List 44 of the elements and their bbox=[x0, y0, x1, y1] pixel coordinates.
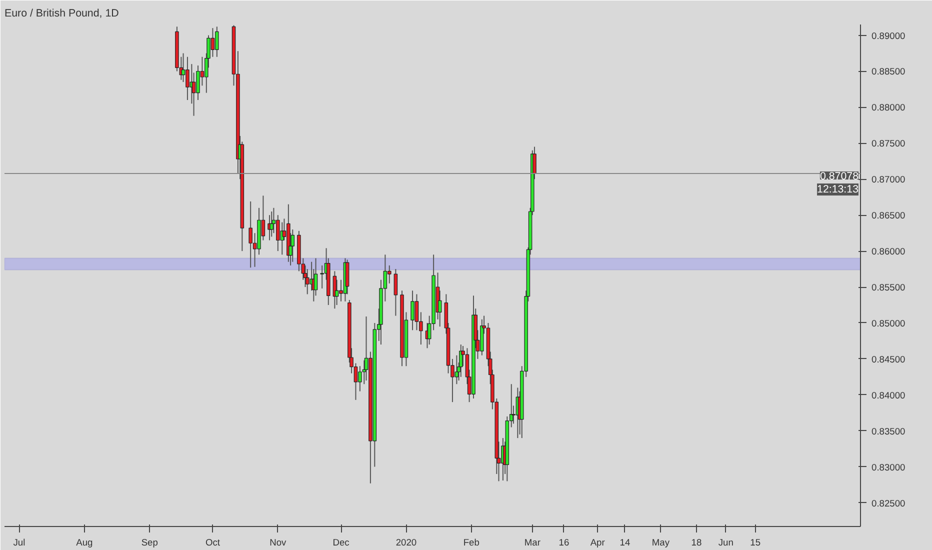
candlestick bbox=[414, 294, 419, 331]
x-tick-label: 15 bbox=[750, 538, 761, 548]
candlestick bbox=[215, 26, 219, 58]
y-tick-label: 0.87000 bbox=[872, 174, 906, 185]
candlestick bbox=[410, 290, 414, 331]
x-tick-label: Jul bbox=[13, 538, 26, 548]
y-tick-label: 0.87500 bbox=[872, 138, 906, 149]
y-tick-label: 0.83000 bbox=[872, 462, 906, 472]
x-tick-label: Nov bbox=[270, 538, 287, 548]
y-tick-label: 0.82500 bbox=[872, 498, 906, 508]
x-tick-label: 18 bbox=[691, 538, 702, 548]
y-tick-label: 0.86000 bbox=[872, 246, 906, 257]
candlestick bbox=[186, 56, 190, 101]
y-tick-label: 0.85500 bbox=[872, 282, 906, 293]
candlestick bbox=[459, 344, 463, 378]
candlestick bbox=[394, 268, 398, 316]
x-tick-label: Jun bbox=[718, 538, 734, 548]
candlestick bbox=[248, 200, 252, 268]
x-tick-label: 2020 bbox=[396, 538, 417, 548]
x-tick-label: Apr bbox=[590, 538, 605, 548]
x-tick-label: 14 bbox=[620, 538, 630, 548]
x-tick-label: Aug bbox=[76, 538, 93, 548]
y-tick-label: 0.84500 bbox=[872, 354, 906, 364]
y-tick-label: 0.89000 bbox=[872, 30, 906, 41]
y-tick-label: 0.83500 bbox=[872, 426, 906, 436]
x-tick-label: Feb bbox=[463, 538, 480, 548]
ref-line-label: 0.87078 bbox=[820, 170, 859, 183]
y-tick-label: 0.88000 bbox=[872, 102, 906, 113]
x-tick-label: Mar bbox=[524, 538, 540, 548]
candlestick bbox=[320, 264, 324, 289]
x-tick-label: May bbox=[652, 538, 670, 548]
y-tick-label: 0.85000 bbox=[872, 318, 906, 328]
y-tick-label: 0.84000 bbox=[872, 390, 906, 400]
y-tick-label: 0.88500 bbox=[872, 66, 906, 77]
chart-title: Euro / British Pound, 1D bbox=[4, 8, 120, 20]
x-tick-label: Dec bbox=[332, 538, 350, 548]
y-tick-label: 0.86500 bbox=[872, 210, 906, 221]
candlestick bbox=[276, 214, 280, 252]
x-tick-label: Oct bbox=[205, 538, 220, 548]
annotation: 12:13:13 bbox=[817, 184, 859, 196]
x-tick-label: 16 bbox=[558, 538, 570, 548]
candlestick bbox=[270, 210, 274, 238]
candlestick bbox=[210, 28, 215, 58]
x-tick-label: Sep bbox=[141, 538, 158, 548]
